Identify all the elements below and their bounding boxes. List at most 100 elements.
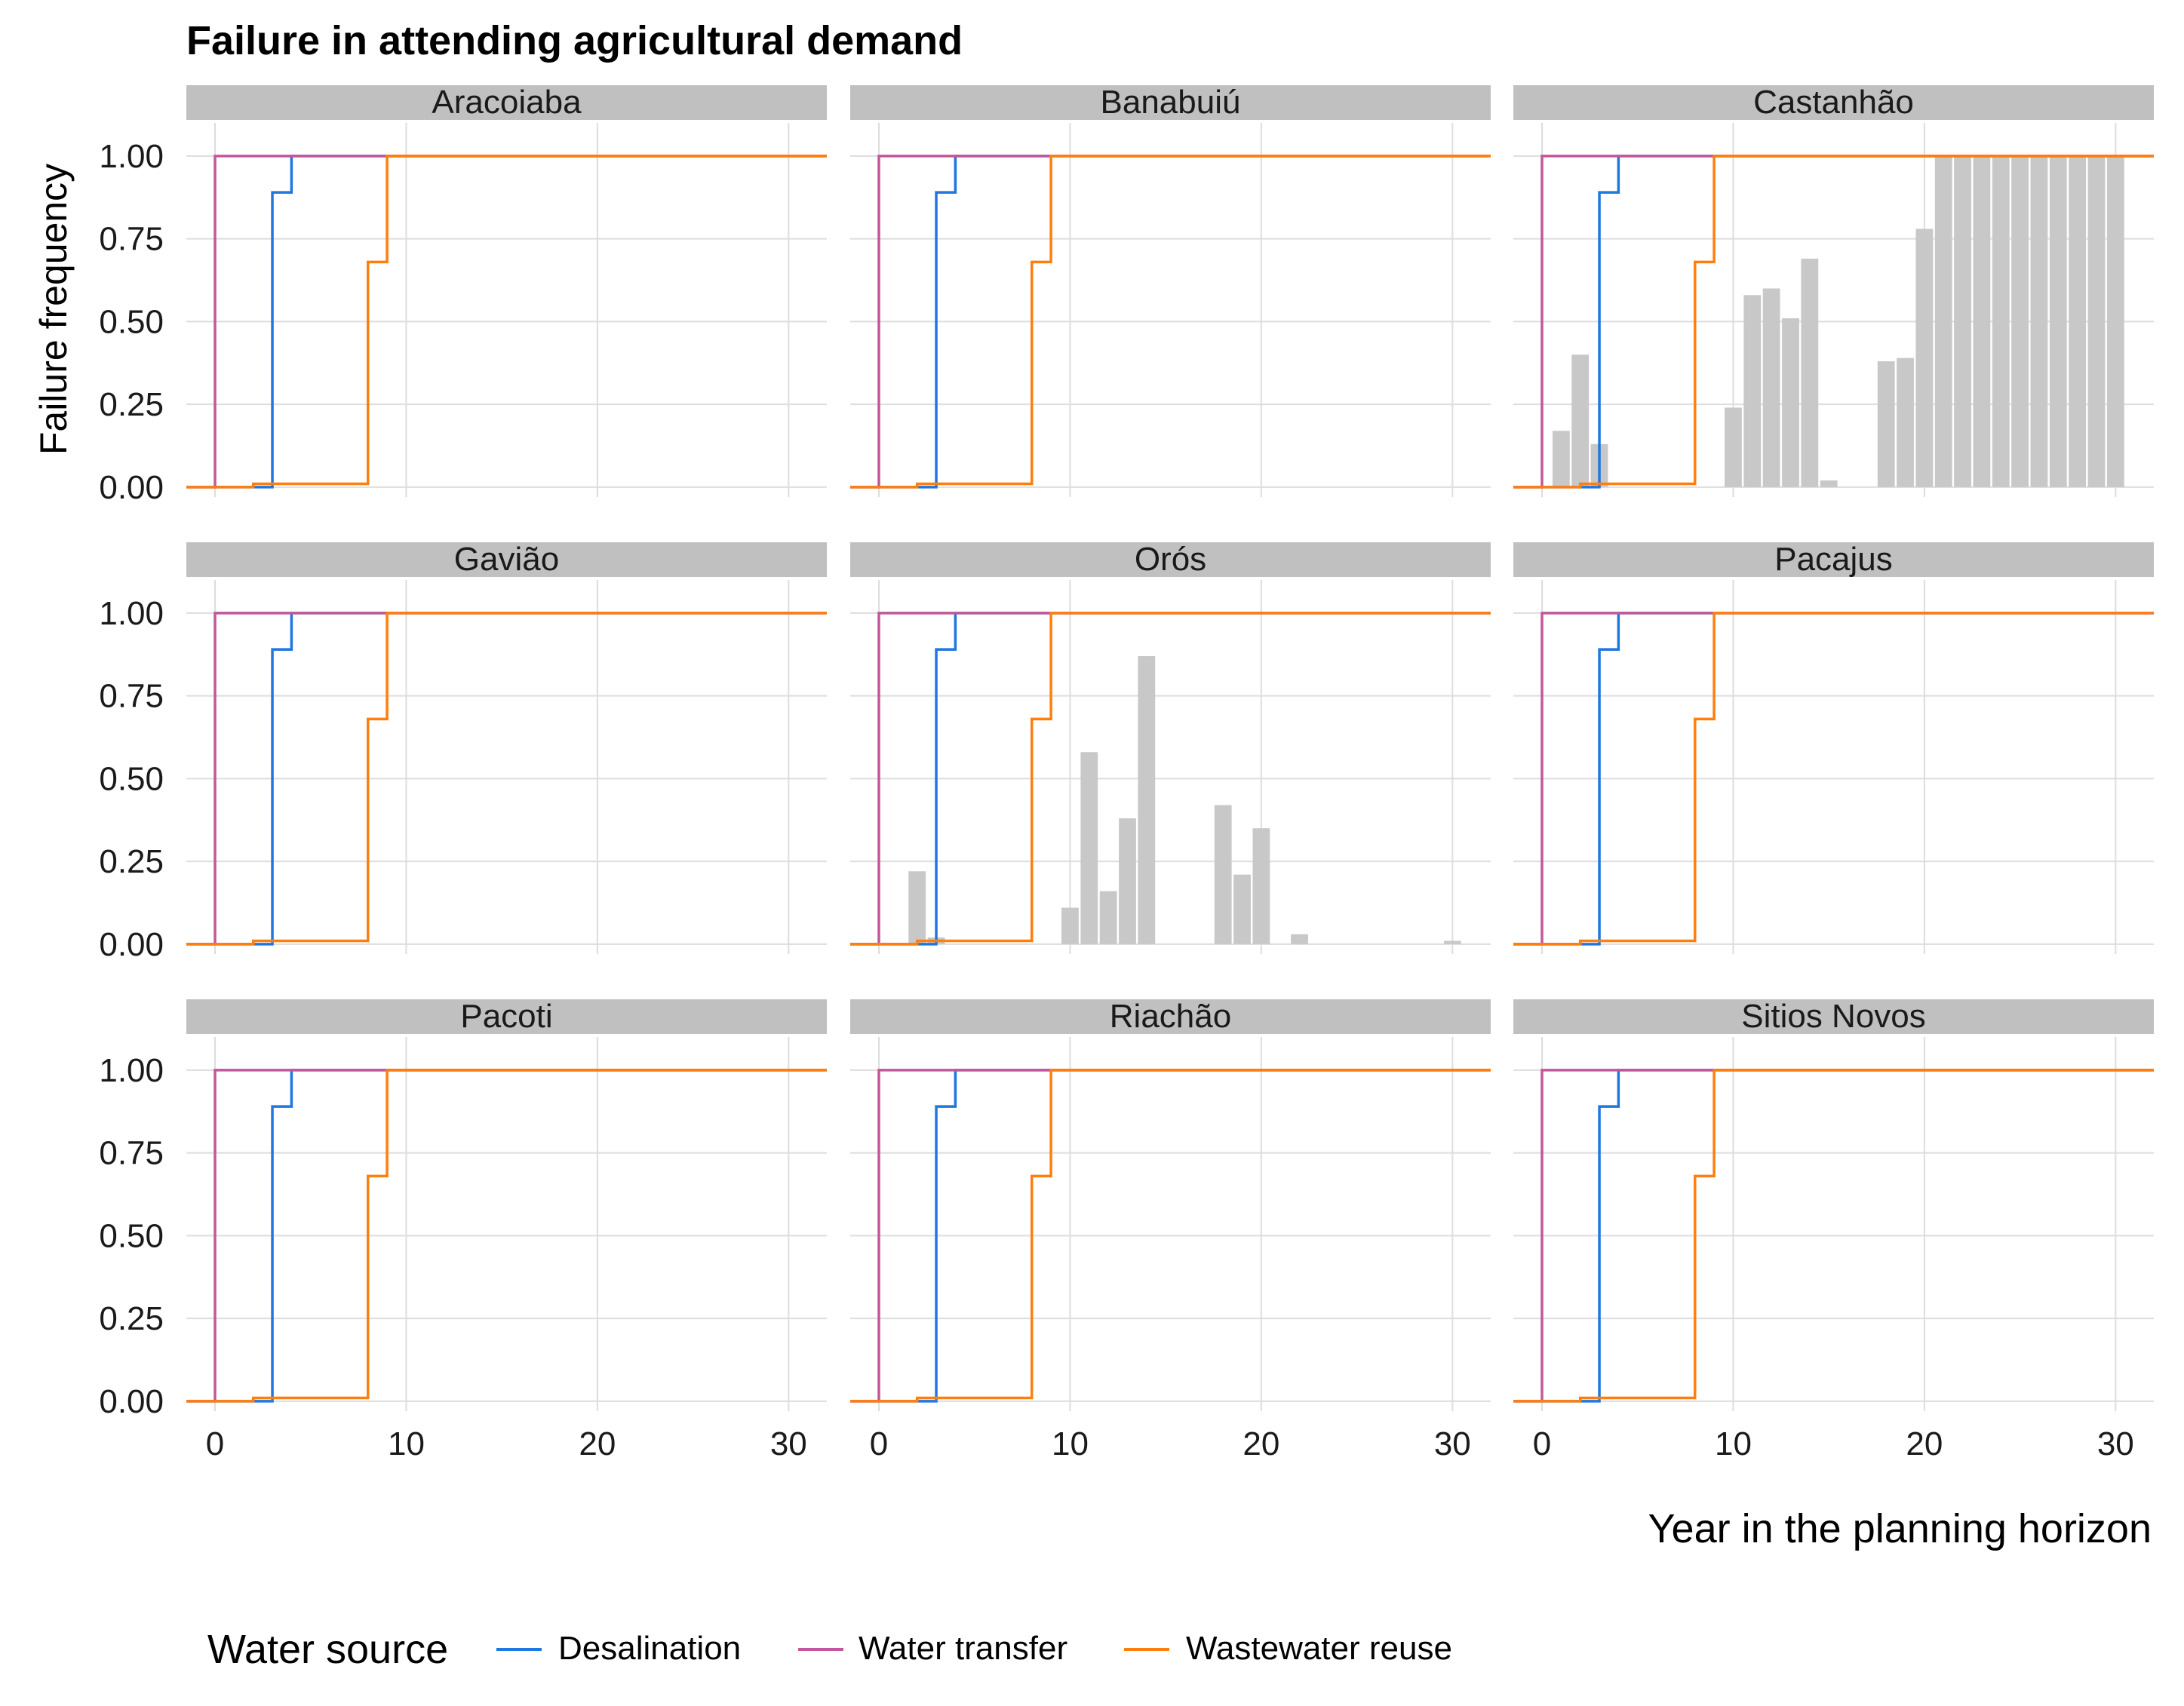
bar: [1061, 907, 1079, 944]
bar: [1915, 229, 1934, 487]
facet-label: Pacajus: [1774, 541, 1893, 578]
bar: [2069, 155, 2087, 487]
bar: [2011, 155, 2029, 487]
facet-label: Castanhão: [1753, 84, 1914, 121]
panel-orós: Orós: [850, 541, 1491, 954]
facet-strip: [186, 85, 827, 120]
bar: [1743, 295, 1762, 487]
x-tick-label: 20: [1906, 1425, 1943, 1462]
y-tick-label: 0.25: [99, 1300, 164, 1337]
facet-strip: [1513, 999, 2154, 1034]
bar: [2106, 155, 2124, 487]
bar: [1954, 155, 1971, 487]
bar: [1080, 752, 1098, 944]
facet-strip: [850, 85, 1491, 120]
bar: [1782, 318, 1799, 487]
series-line-wastewater-reuse: [1513, 1069, 2154, 1403]
panel-banabuiú: Banabuiú: [850, 84, 1491, 497]
bar: [1138, 655, 1156, 944]
series-line-wastewater-reuse: [850, 155, 1491, 489]
facet-label: Gavião: [454, 541, 559, 578]
plot-area: [1513, 1069, 2154, 1403]
y-tick-label: 0.00: [99, 1383, 164, 1420]
facet-label: Aracoiaba: [432, 84, 582, 121]
plot-area: [1513, 612, 2154, 946]
bar: [1443, 940, 1461, 944]
facet-label: Pacoti: [460, 998, 552, 1035]
y-tick-label: 0.75: [99, 1135, 164, 1172]
series-line-wastewater-reuse: [1513, 155, 2154, 489]
bar: [1291, 934, 1308, 944]
facet-strip: [850, 542, 1491, 577]
bar: [1973, 155, 1991, 487]
panel-pacajus: Pacajus: [1513, 541, 2154, 954]
bar: [2049, 155, 2067, 487]
plot-area: [186, 612, 827, 946]
facet-label: Riachão: [1110, 998, 1231, 1035]
bar: [1552, 431, 1570, 487]
panel-sitios-novos: Sitios Novos 0 10 20 30: [1513, 998, 2154, 1462]
legend-label-water-transfer: Water transfer: [859, 1630, 1067, 1667]
facet-label: Orós: [1135, 541, 1206, 578]
y-tick-label: 0.00: [99, 926, 164, 963]
x-tick-label: 10: [1052, 1425, 1089, 1462]
bar: [1119, 818, 1136, 944]
panel-pacoti: Pacoti 0.00 0.25 0.50 0.75 1.00 0 10 20 30: [99, 998, 827, 1462]
y-tick-label: 0.50: [99, 760, 164, 797]
bar: [1762, 288, 1780, 487]
y-tick-label: 0.75: [99, 678, 164, 715]
facet-label: Banabuiú: [1101, 84, 1241, 121]
x-tick-label: 10: [388, 1425, 425, 1462]
bar: [2087, 155, 2106, 487]
y-tick-label: 0.25: [99, 843, 164, 880]
bar: [1897, 357, 1914, 487]
y-tick-label: 1.00: [99, 595, 164, 632]
bar: [1877, 361, 1895, 487]
bar: [2030, 155, 2048, 487]
plot-area: [850, 1069, 1491, 1403]
bar: [1801, 258, 1819, 487]
x-tick-label: 30: [1434, 1425, 1471, 1462]
facet-strip: [850, 999, 1491, 1034]
y-axis-title: Failure frequency: [32, 164, 75, 455]
x-tick-label: 0: [870, 1425, 888, 1462]
bar: [1099, 891, 1117, 944]
bar: [1214, 805, 1232, 944]
x-tick-label: 30: [2097, 1425, 2134, 1462]
panel-castanhão: Castanhão: [1513, 84, 2154, 497]
series-line-wastewater-reuse: [850, 1069, 1491, 1403]
facet-label: Sitios Novos: [1741, 998, 1926, 1035]
series-line-wastewater-reuse: [186, 155, 827, 489]
bar: [1992, 155, 2010, 487]
y-tick-label: 0.00: [99, 469, 164, 506]
y-tick-label: 0.50: [99, 303, 164, 340]
y-tick-label: 0.75: [99, 221, 164, 258]
x-tick-label: 30: [770, 1425, 807, 1462]
bar: [1934, 155, 1952, 487]
x-tick-label: 0: [1533, 1425, 1551, 1462]
plot-area: [186, 1069, 827, 1403]
legend-title: Water source: [207, 1627, 448, 1672]
legend: Water source Desalination Water transfer…: [207, 1627, 1452, 1672]
x-axis-title: Year in the planning horizon: [1648, 1506, 2152, 1551]
bar: [1820, 480, 1838, 487]
bar: [1233, 874, 1251, 944]
x-tick-label: 20: [1243, 1425, 1279, 1462]
plot-area: [850, 155, 1491, 489]
facet-strip: [186, 542, 827, 577]
y-tick-label: 0.25: [99, 386, 164, 423]
series-line-wastewater-reuse: [850, 612, 1491, 946]
series-line-wastewater-reuse: [186, 1069, 827, 1403]
x-tick-label: 0: [206, 1425, 224, 1462]
bar: [1725, 407, 1742, 487]
y-tick-label: 1.00: [99, 138, 164, 175]
facet-strip: [1513, 542, 2154, 577]
bar: [1252, 828, 1270, 944]
bar: [908, 871, 926, 944]
facet-strip: [1513, 85, 2154, 120]
plot-area: [1513, 155, 2154, 489]
series-line-wastewater-reuse: [1513, 612, 2154, 946]
panel-gavião: Gavião 0.00 0.25 0.50 0.75 1.00: [99, 541, 827, 963]
chart-title: Failure in attending agricultural demand: [186, 18, 963, 63]
